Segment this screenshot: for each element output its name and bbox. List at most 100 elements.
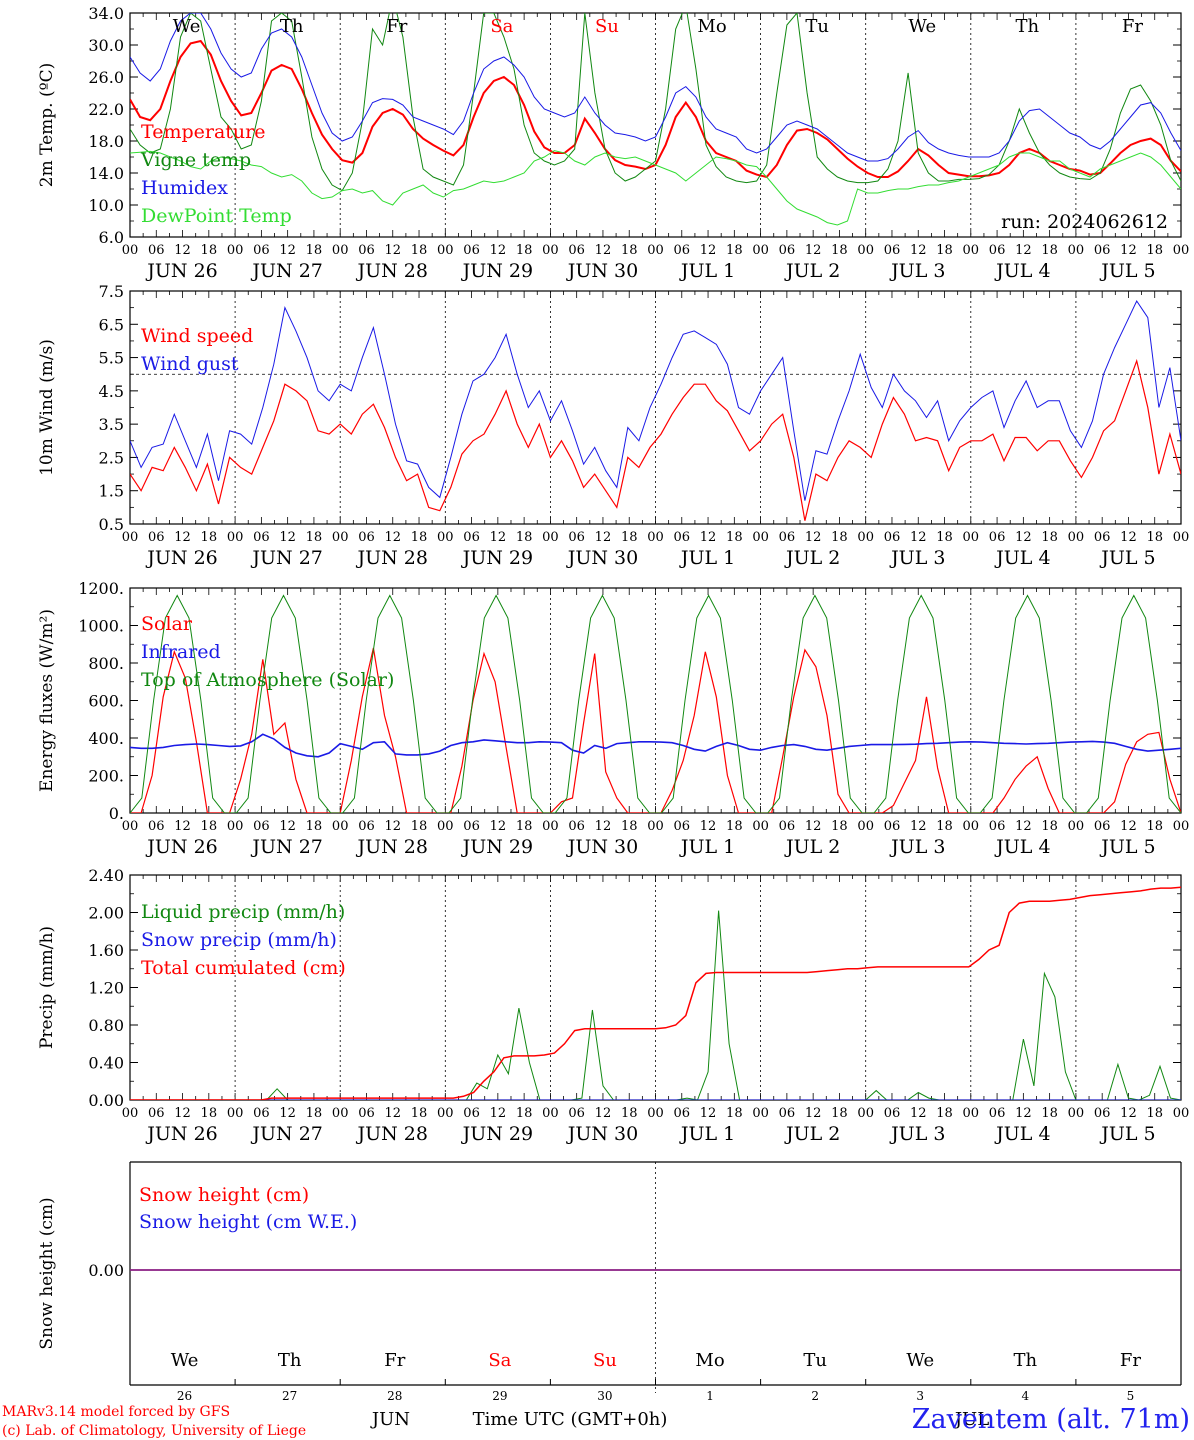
day-number-label: 5	[1127, 1389, 1135, 1403]
hour-label: 06	[253, 1106, 270, 1121]
time-axis-title: Time UTC (GMT+0h)	[473, 1409, 668, 1430]
y-tick-label: 1.20	[88, 979, 124, 998]
hour-label: 18	[936, 819, 953, 834]
hour-label: 12	[700, 530, 717, 545]
hour-label: 00	[437, 243, 454, 258]
weekday-label: Fr	[1120, 1350, 1141, 1371]
y-tick-label: 10.0	[88, 196, 124, 215]
weekday-label: Th	[1016, 16, 1040, 37]
date-label: JUN 27	[250, 1123, 322, 1145]
hour-label: 00	[227, 530, 244, 545]
hour-label: 18	[1041, 819, 1058, 834]
hour-label: 18	[831, 243, 848, 258]
weekday-label: Fr	[1122, 16, 1143, 37]
hour-label: 06	[884, 243, 901, 258]
date-label: JUL 2	[784, 1123, 840, 1145]
hour-label: 00	[963, 1106, 980, 1121]
date-label: JUL 3	[889, 836, 945, 858]
hour-label: 12	[805, 819, 822, 834]
weekday-label: Th	[278, 1350, 302, 1371]
y-tick-label: 1.5	[99, 482, 124, 501]
hour-label: 00	[857, 819, 874, 834]
date-label: JUL 5	[1099, 836, 1155, 858]
y-axis-label: Snow height (cm)	[37, 1197, 57, 1349]
date-label: JUL 2	[784, 260, 840, 282]
hour-label: 18	[306, 243, 323, 258]
hour-label: 00	[542, 1106, 559, 1121]
hour-label: 06	[1094, 819, 1111, 834]
hour-label: 06	[463, 819, 480, 834]
y-tick-label: 6.0	[99, 228, 124, 247]
hour-label: 06	[989, 1106, 1006, 1121]
month-june-label: JUN	[370, 1409, 410, 1430]
hour-label: 12	[384, 243, 401, 258]
hour-label: 18	[516, 530, 533, 545]
date-label: JUL 4	[994, 1123, 1050, 1145]
y-axis-label: 2m Temp. (ºC)	[37, 63, 57, 188]
date-label: JUN 26	[145, 836, 217, 858]
hour-label: 00	[752, 243, 769, 258]
day-number-label: 1	[706, 1389, 714, 1403]
date-label: JUL 2	[784, 836, 840, 858]
hour-label: 06	[884, 530, 901, 545]
hour-label: 12	[910, 530, 927, 545]
series-line-vigne-temp	[130, 13, 1181, 192]
hour-label: 12	[910, 819, 927, 834]
date-label: JUN 30	[566, 260, 638, 282]
hour-label: 00	[227, 819, 244, 834]
weekday-label: Tu	[805, 16, 829, 37]
hour-label: 12	[174, 1106, 191, 1121]
series-line-humidex	[130, 13, 1181, 162]
hour-label: 12	[595, 530, 612, 545]
hour-label: 12	[490, 1106, 507, 1121]
weekday-label: We	[173, 16, 201, 37]
y-tick-label: 0.00	[88, 1261, 124, 1280]
hour-label: 06	[148, 530, 165, 545]
hour-label: 12	[805, 530, 822, 545]
hour-label: 18	[306, 530, 323, 545]
date-label: JUN 27	[250, 836, 322, 858]
y-tick-label: 7.5	[99, 282, 124, 301]
hour-label: 06	[989, 819, 1006, 834]
hour-label: 06	[253, 819, 270, 834]
y-tick-label: 0.	[109, 804, 124, 823]
hour-label: 06	[253, 530, 270, 545]
hour-label: 12	[700, 1106, 717, 1121]
hour-label: 00	[857, 1106, 874, 1121]
day-number-label: 26	[177, 1389, 192, 1403]
series-line-solar	[130, 647, 1181, 813]
hour-label: 12	[279, 819, 296, 834]
hour-label: 06	[779, 819, 796, 834]
date-label: JUL 4	[994, 260, 1050, 282]
hour-label: 06	[463, 243, 480, 258]
hour-label: 00	[1068, 530, 1085, 545]
hour-label: 00	[752, 1106, 769, 1121]
hour-label: 18	[516, 243, 533, 258]
hour-label: 06	[358, 1106, 375, 1121]
weekday-label: Mo	[695, 1350, 724, 1371]
y-tick-label: 600.	[88, 692, 124, 711]
weekday-label: We	[171, 1350, 199, 1371]
hour-label: 00	[332, 1106, 349, 1121]
weekday-label: Su	[593, 1350, 617, 1371]
hour-label: 00	[647, 1106, 664, 1121]
hour-label: 18	[1146, 530, 1163, 545]
hour-label: 06	[989, 530, 1006, 545]
series-line-dewpoint-temp	[130, 150, 1181, 226]
hour-label: 00	[227, 243, 244, 258]
weekday-label: Th	[280, 16, 304, 37]
hour-label: 18	[831, 530, 848, 545]
hour-label: 06	[568, 1106, 585, 1121]
day-number-label: 27	[282, 1389, 297, 1403]
y-tick-label: 3.5	[99, 415, 124, 434]
hour-label: 12	[910, 1106, 927, 1121]
hour-label: 06	[779, 243, 796, 258]
hour-label: 12	[174, 243, 191, 258]
weekday-label: Su	[595, 16, 619, 37]
hour-label: 18	[831, 1106, 848, 1121]
hour-label: 00	[1173, 243, 1190, 258]
y-axis-label: 10m Wind (m/s)	[37, 339, 57, 476]
hour-label: 00	[752, 530, 769, 545]
y-axis-label: Energy fluxes (W/m²)	[37, 609, 57, 792]
date-label: JUN 26	[145, 260, 217, 282]
